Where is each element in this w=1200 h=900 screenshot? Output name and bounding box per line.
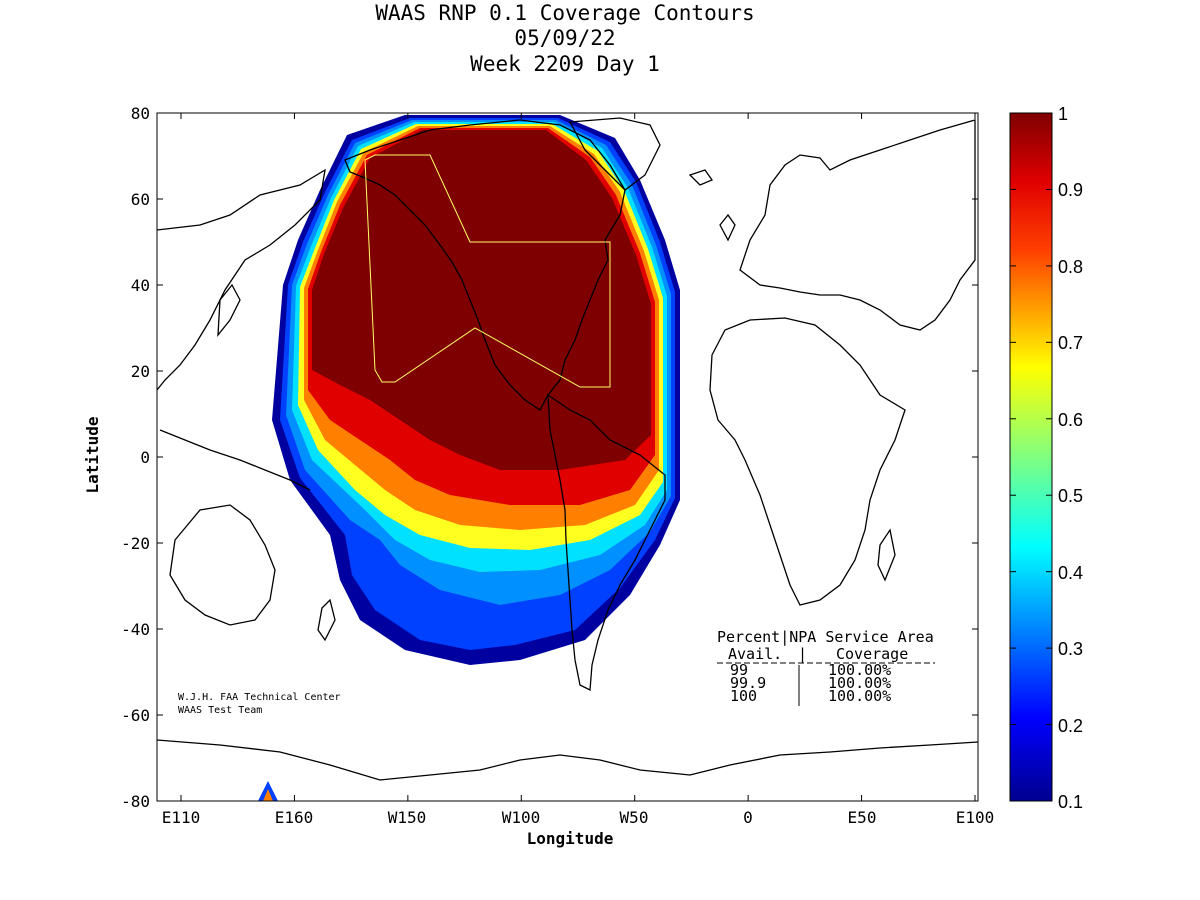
credit-line2: WAAS Test Team bbox=[178, 705, 262, 716]
x-tick-label: W100 bbox=[502, 808, 541, 827]
coastline-iceland bbox=[688, 169, 713, 186]
y-tick-label: -20 bbox=[121, 534, 150, 553]
y-tick-labels: 80 60 40 20 0 -20 -40 -60 -80 bbox=[121, 104, 150, 811]
stats-table: Percent|NPA Service Area Avail. | Covera… bbox=[717, 628, 935, 706]
coastline-south-america bbox=[547, 393, 666, 692]
coastline-east-asia bbox=[157, 168, 326, 391]
coastline-australia bbox=[169, 504, 276, 626]
y-tick-label: 60 bbox=[131, 190, 150, 209]
coastline-japan bbox=[217, 283, 241, 337]
y-axis-label: Latitude bbox=[83, 416, 102, 493]
x-tick-label: E50 bbox=[848, 808, 877, 827]
stats-header-line1: Percent|NPA Service Area bbox=[717, 628, 934, 646]
x-tick-label: E160 bbox=[275, 808, 314, 827]
coastline-madagascar bbox=[877, 528, 896, 582]
colorbar-tick-label: 0.9 bbox=[1058, 180, 1083, 200]
contour-antarctic-spot-inner bbox=[263, 789, 273, 801]
stats-row-avail: 100 bbox=[730, 687, 757, 705]
stats-row-coverage: 100.00% bbox=[828, 661, 891, 679]
x-tick-label: 0 bbox=[743, 808, 753, 827]
coastline-north-america bbox=[344, 119, 626, 411]
colorbar-tick-label: 0.8 bbox=[1058, 257, 1083, 277]
coastline-uk bbox=[719, 213, 736, 242]
coastline-greenland bbox=[568, 117, 661, 191]
colorbar-tick-label: 0.1 bbox=[1058, 792, 1083, 812]
colorbar-tick-label: 0.2 bbox=[1058, 716, 1083, 736]
x-tick-label: W150 bbox=[388, 808, 427, 827]
colorbar-tick-label: 0.7 bbox=[1058, 333, 1083, 353]
x-tick-label: W50 bbox=[620, 808, 649, 827]
coastlines bbox=[157, 117, 978, 781]
y-tick-label: 80 bbox=[131, 104, 150, 123]
colorbar-tick-label: 0.5 bbox=[1058, 486, 1083, 506]
coastline-new-zealand bbox=[317, 598, 336, 642]
x-tick-label: E100 bbox=[956, 808, 995, 827]
contour-dark-red bbox=[312, 130, 651, 470]
y-tick-label: -60 bbox=[121, 706, 150, 725]
stats-row-coverage: 100.00% bbox=[828, 687, 891, 705]
service-area-outline bbox=[364, 154, 611, 388]
stats-header-sep: | bbox=[798, 645, 807, 663]
colorbar-tick-label: 1 bbox=[1058, 104, 1068, 124]
y-tick-label: 0 bbox=[140, 448, 150, 467]
title-line2: 05/09/22 bbox=[514, 26, 615, 50]
x-tick-labels: E110 E160 W150 W100 W50 0 E50 E100 bbox=[162, 808, 995, 827]
x-axis-label: Longitude bbox=[527, 829, 614, 848]
colorbar-ticks bbox=[1010, 112, 1052, 802]
colorbar bbox=[1009, 112, 1053, 802]
colorbar-tick-labels: 1 0.9 0.8 0.7 0.6 0.5 0.4 0.3 0.2 0.1 bbox=[1058, 104, 1083, 812]
coastline-indonesia bbox=[159, 429, 311, 491]
y-tick-label: 40 bbox=[131, 276, 150, 295]
y-tick-label: -40 bbox=[121, 620, 150, 639]
stats-row-coverage: 100.00% bbox=[828, 674, 891, 692]
colorbar-tick-label: 0.6 bbox=[1058, 410, 1083, 430]
x-tick-label: E110 bbox=[162, 808, 201, 827]
stats-row-avail: 99 bbox=[730, 661, 748, 679]
coverage-contours bbox=[157, 115, 978, 801]
y-tick-label: 20 bbox=[131, 362, 150, 381]
stats-header-avail: Avail. bbox=[728, 645, 782, 663]
axis-ticks bbox=[157, 112, 978, 802]
credit-line1: W.J.H. FAA Technical Center bbox=[178, 692, 341, 703]
credit: W.J.H. FAA Technical Center WAAS Test Te… bbox=[178, 692, 341, 716]
stats-row-avail: 99.9 bbox=[730, 674, 766, 692]
coastline-antarctica bbox=[157, 739, 978, 781]
coastline-eurasia bbox=[739, 119, 976, 331]
colorbar-tick-label: 0.4 bbox=[1058, 563, 1083, 583]
coastline-africa bbox=[709, 317, 906, 606]
colorbar-tick-label: 0.3 bbox=[1058, 639, 1083, 659]
title-line3: Week 2209 Day 1 bbox=[470, 52, 660, 76]
y-tick-label: -80 bbox=[121, 792, 150, 811]
stats-header-coverage: Coverage bbox=[836, 645, 908, 663]
title-line1: WAAS RNP 0.1 Coverage Contours bbox=[375, 1, 754, 25]
